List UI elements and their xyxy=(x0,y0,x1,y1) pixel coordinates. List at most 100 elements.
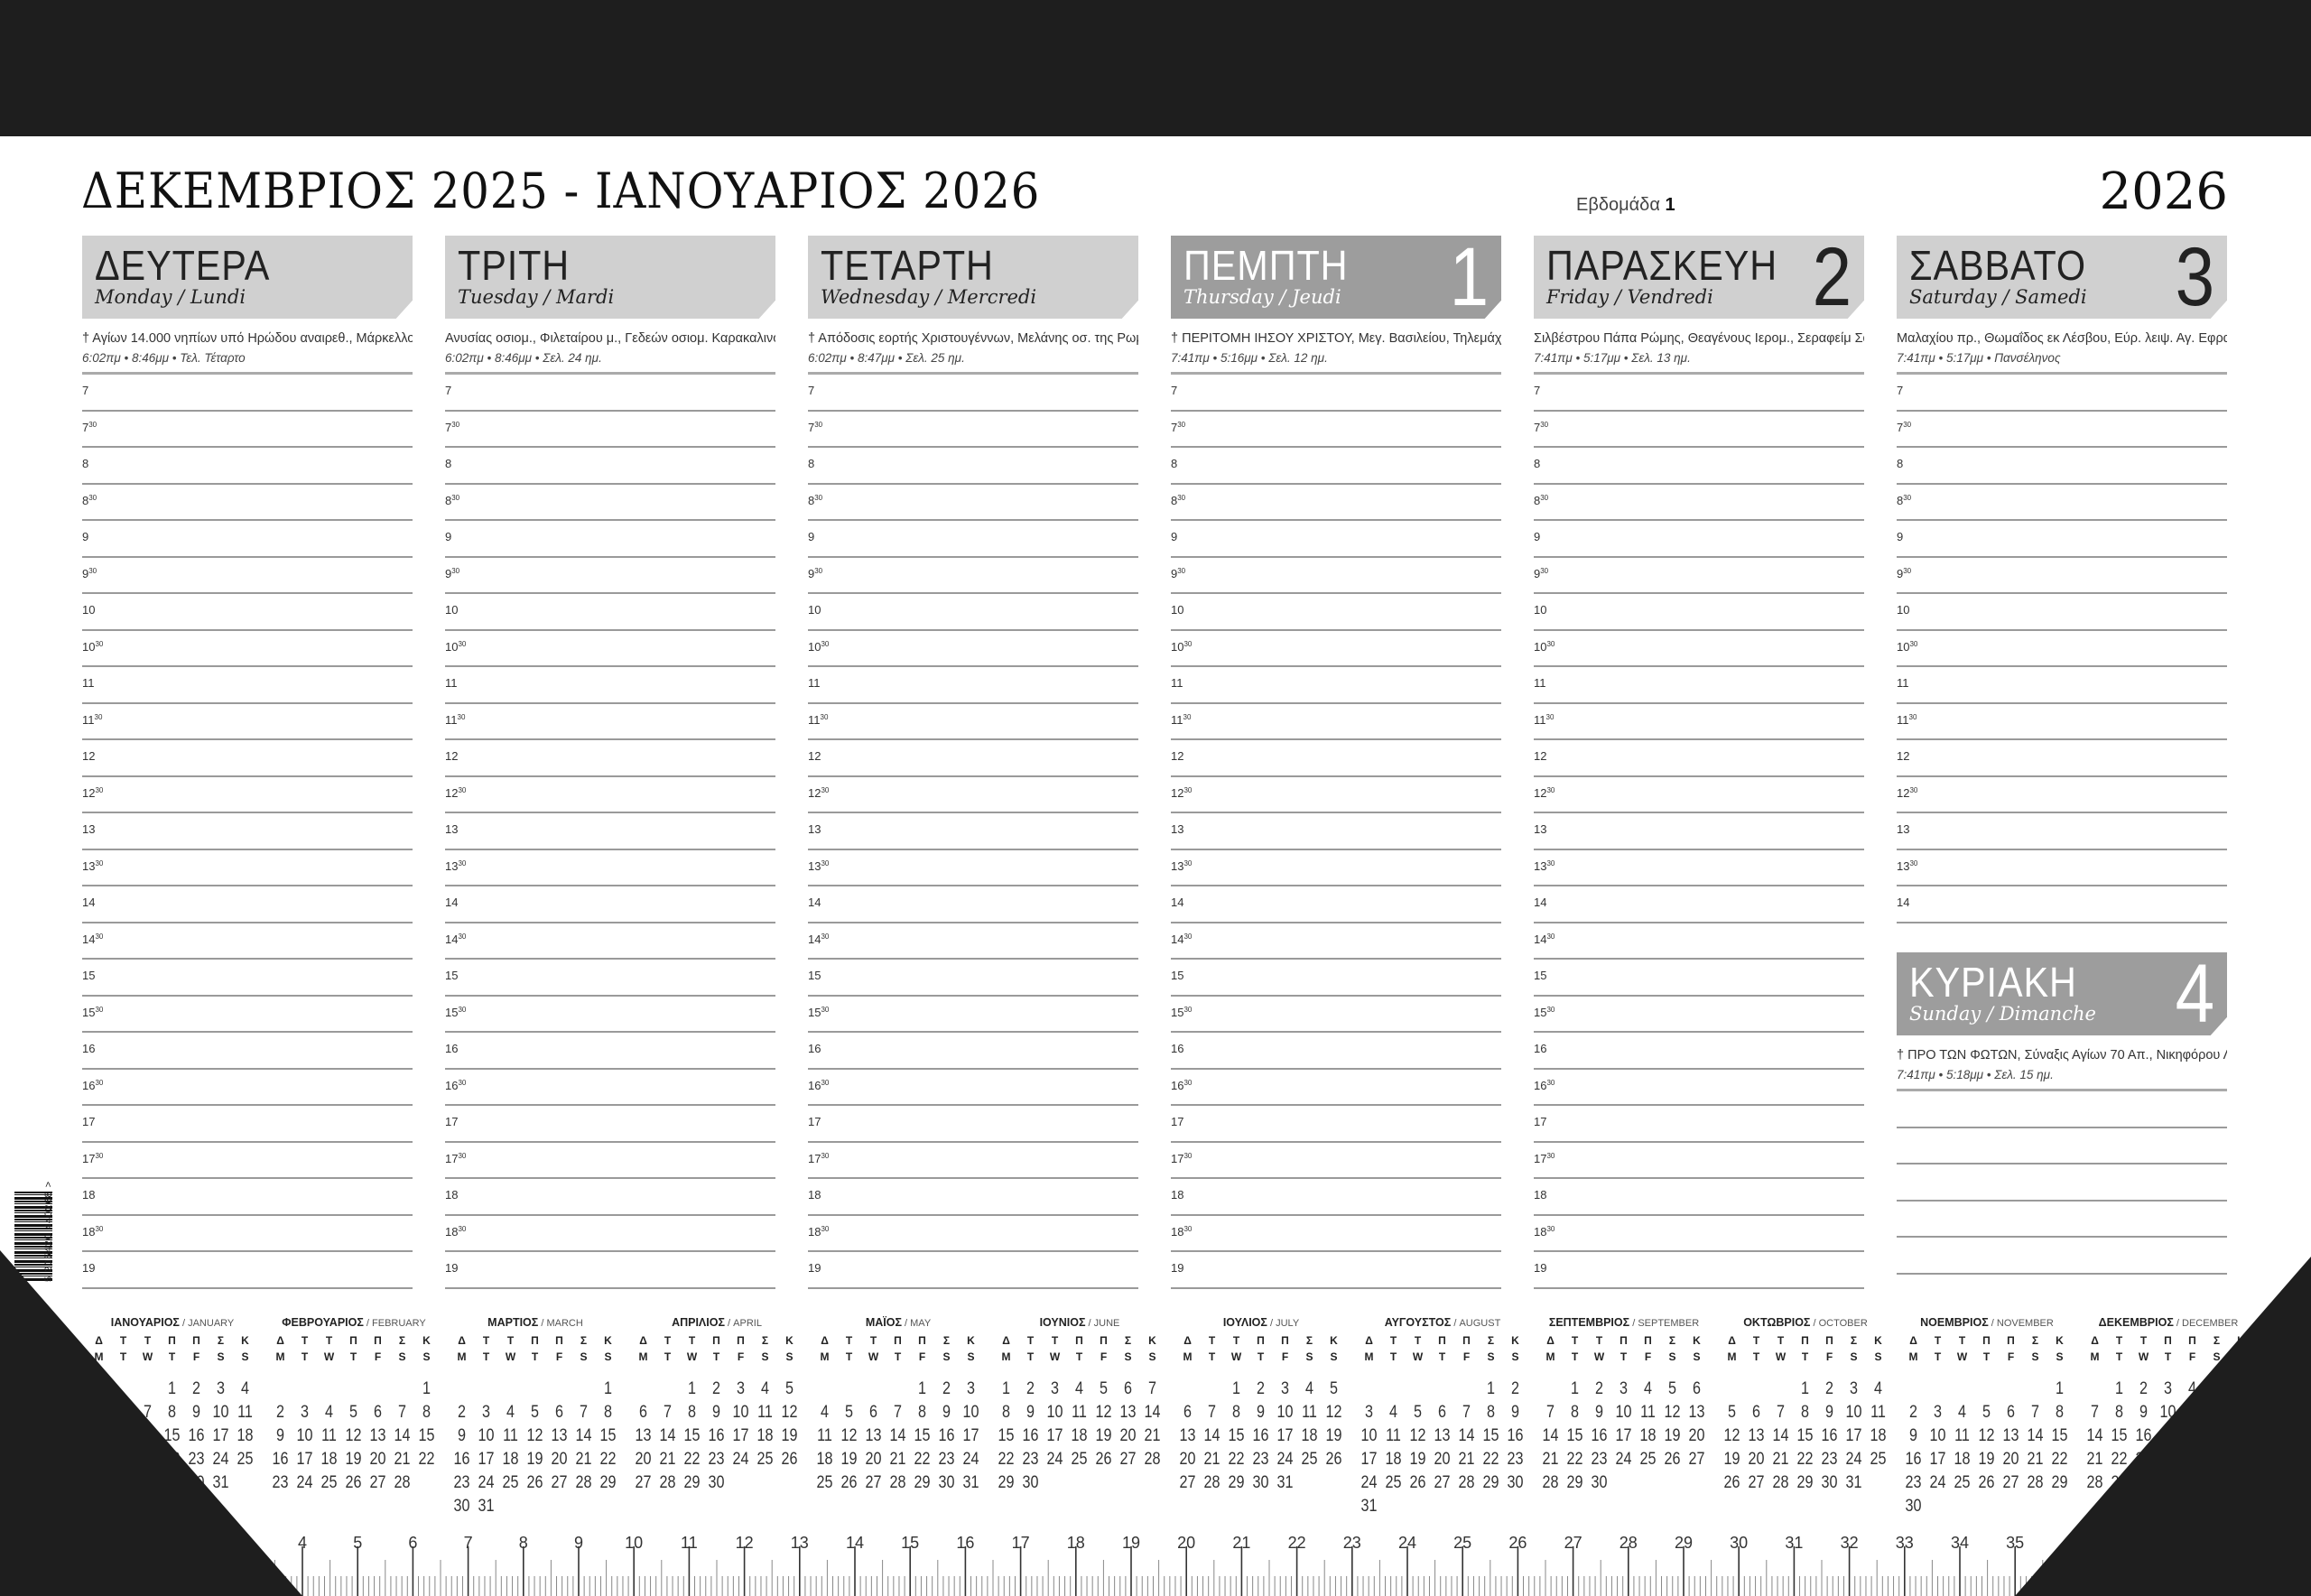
time-slot[interactable]: 13 xyxy=(808,813,1138,850)
time-slot[interactable]: 17 xyxy=(1534,1106,1864,1143)
time-slot[interactable]: 830 xyxy=(1534,485,1864,521)
time-slot[interactable]: 19 xyxy=(1534,1252,1864,1289)
time-slot[interactable]: 15 xyxy=(1171,960,1501,997)
time-slot[interactable]: 14 xyxy=(445,886,775,923)
time-slot[interactable]: 1830 xyxy=(1171,1216,1501,1252)
time-slot[interactable]: 8 xyxy=(1897,448,2227,485)
time-slot[interactable]: 11 xyxy=(1897,667,2227,704)
time-slot[interactable]: 1730 xyxy=(82,1143,413,1179)
time-slot[interactable]: 13 xyxy=(82,813,413,850)
time-slot[interactable]: 17 xyxy=(808,1106,1138,1143)
time-slot[interactable]: 1330 xyxy=(82,850,413,886)
time-slot[interactable]: 8 xyxy=(82,448,413,485)
time-slot[interactable]: 8 xyxy=(808,448,1138,485)
time-slot[interactable]: 15 xyxy=(808,960,1138,997)
time-slot[interactable]: 19 xyxy=(445,1252,775,1289)
time-slot[interactable]: 1330 xyxy=(1897,850,2227,886)
time-slot[interactable]: 1230 xyxy=(1897,777,2227,813)
time-slot[interactable]: 14 xyxy=(1534,886,1864,923)
time-slot[interactable]: 8 xyxy=(1171,448,1501,485)
time-slot[interactable]: 1830 xyxy=(1534,1216,1864,1252)
time-slot[interactable]: 16 xyxy=(1171,1033,1501,1070)
time-slot[interactable]: 7 xyxy=(445,375,775,412)
time-slot[interactable]: 1430 xyxy=(808,923,1138,960)
time-slot[interactable]: 1730 xyxy=(808,1143,1138,1179)
time-slot[interactable]: 7 xyxy=(808,375,1138,412)
time-slot[interactable]: 730 xyxy=(82,412,413,448)
time-slot[interactable]: 1530 xyxy=(82,997,413,1033)
time-slot[interactable]: 830 xyxy=(1897,485,2227,521)
time-slot[interactable]: 930 xyxy=(808,558,1138,594)
time-slot[interactable]: 17 xyxy=(445,1106,775,1143)
time-slot[interactable]: 12 xyxy=(82,740,413,777)
time-slot[interactable]: 930 xyxy=(445,558,775,594)
time-slot[interactable]: 1430 xyxy=(1171,923,1501,960)
time-slot[interactable]: 1030 xyxy=(82,631,413,667)
time-slot[interactable]: 1130 xyxy=(808,704,1138,740)
time-slot[interactable]: 1330 xyxy=(1171,850,1501,886)
time-slot[interactable]: 730 xyxy=(1534,412,1864,448)
time-slot[interactable]: 730 xyxy=(808,412,1138,448)
time-slot[interactable]: 930 xyxy=(1171,558,1501,594)
time-slot[interactable]: 1630 xyxy=(1171,1070,1501,1106)
time-slot[interactable]: 12 xyxy=(808,740,1138,777)
time-slot[interactable]: 16 xyxy=(445,1033,775,1070)
time-slot[interactable]: 10 xyxy=(82,594,413,631)
time-slot[interactable]: 830 xyxy=(808,485,1138,521)
time-slot[interactable]: 7 xyxy=(82,375,413,412)
time-slot[interactable]: 16 xyxy=(808,1033,1138,1070)
time-slot[interactable]: 1130 xyxy=(445,704,775,740)
time-slot[interactable]: 1430 xyxy=(1534,923,1864,960)
time-slot[interactable]: 9 xyxy=(1897,521,2227,558)
time-slot[interactable]: 1030 xyxy=(1534,631,1864,667)
time-slot[interactable]: 1130 xyxy=(1171,704,1501,740)
time-slot[interactable]: 11 xyxy=(445,667,775,704)
time-slot[interactable]: 1230 xyxy=(1171,777,1501,813)
time-slot[interactable]: 1530 xyxy=(808,997,1138,1033)
time-slot[interactable]: 830 xyxy=(82,485,413,521)
time-slot[interactable]: 15 xyxy=(1534,960,1864,997)
time-slot[interactable]: 1630 xyxy=(808,1070,1138,1106)
note-line[interactable] xyxy=(1897,1202,2227,1238)
time-slot[interactable]: 8 xyxy=(445,448,775,485)
time-slot[interactable]: 12 xyxy=(1897,740,2227,777)
time-slot[interactable]: 1330 xyxy=(808,850,1138,886)
time-slot[interactable]: 1230 xyxy=(1534,777,1864,813)
time-slot[interactable]: 1030 xyxy=(445,631,775,667)
time-slot[interactable]: 19 xyxy=(808,1252,1138,1289)
time-slot[interactable]: 930 xyxy=(82,558,413,594)
time-slot[interactable]: 7 xyxy=(1897,375,2227,412)
time-slot[interactable]: 18 xyxy=(1534,1179,1864,1216)
time-slot[interactable]: 830 xyxy=(1171,485,1501,521)
time-slot[interactable]: 7 xyxy=(1171,375,1501,412)
time-slot[interactable]: 11 xyxy=(82,667,413,704)
time-slot[interactable]: 730 xyxy=(1897,412,2227,448)
time-slot[interactable]: 1730 xyxy=(1534,1143,1864,1179)
time-slot[interactable]: 13 xyxy=(1897,813,2227,850)
time-slot[interactable]: 16 xyxy=(82,1033,413,1070)
time-slot[interactable]: 1630 xyxy=(82,1070,413,1106)
time-slot[interactable]: 1130 xyxy=(82,704,413,740)
time-slot[interactable]: 1730 xyxy=(1171,1143,1501,1179)
time-slot[interactable]: 1130 xyxy=(1897,704,2227,740)
time-slot[interactable]: 12 xyxy=(445,740,775,777)
time-slot[interactable]: 1830 xyxy=(82,1216,413,1252)
time-slot[interactable]: 1430 xyxy=(82,923,413,960)
note-line[interactable] xyxy=(1897,1091,2227,1128)
time-slot[interactable]: 18 xyxy=(82,1179,413,1216)
time-slot[interactable]: 10 xyxy=(1171,594,1501,631)
note-line[interactable] xyxy=(1897,1128,2227,1165)
note-line[interactable] xyxy=(1897,1165,2227,1202)
time-slot[interactable]: 15 xyxy=(445,960,775,997)
time-slot[interactable]: 1530 xyxy=(1534,997,1864,1033)
time-slot[interactable]: 11 xyxy=(1171,667,1501,704)
time-slot[interactable]: 19 xyxy=(82,1252,413,1289)
time-slot[interactable]: 730 xyxy=(1171,412,1501,448)
time-slot[interactable]: 1630 xyxy=(1534,1070,1864,1106)
time-slot[interactable]: 10 xyxy=(1897,594,2227,631)
time-slot[interactable]: 1330 xyxy=(1534,850,1864,886)
time-slot[interactable]: 14 xyxy=(1897,886,2227,923)
time-slot[interactable]: 1130 xyxy=(1534,704,1864,740)
time-slot[interactable]: 13 xyxy=(1171,813,1501,850)
time-slot[interactable]: 18 xyxy=(445,1179,775,1216)
